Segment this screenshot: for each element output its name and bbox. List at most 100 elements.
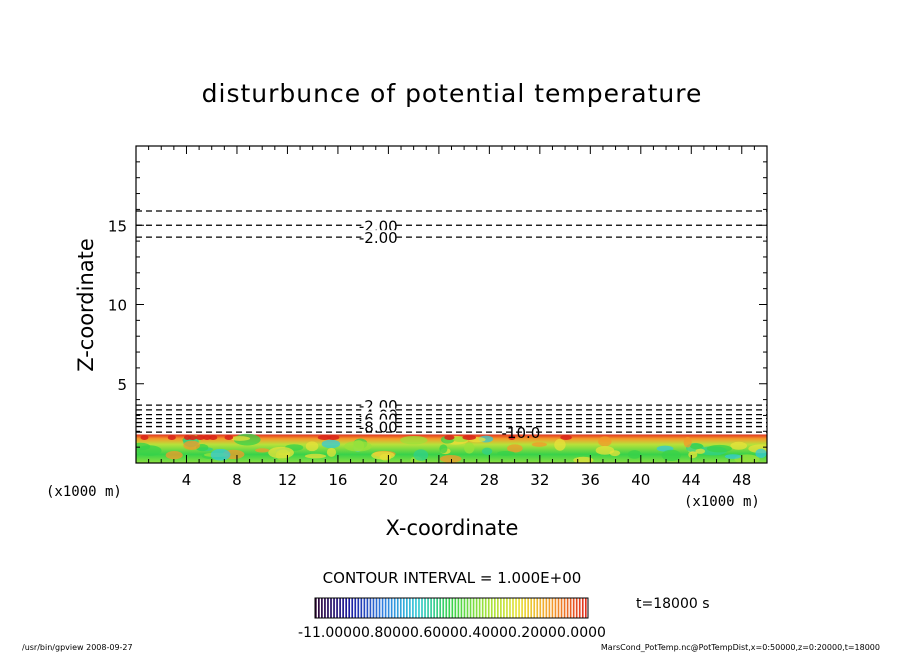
colorbar-swatch [418,598,420,618]
shaded-layer-blob [755,448,767,459]
colorbar-swatch [402,598,405,618]
shaded-layer-red-blob [140,434,149,440]
contour-interval-label: CONTOUR INTERVAL = 1.000E+00 [323,569,582,587]
shaded-layer-blob [554,438,566,451]
colorbar-swatch [584,598,587,618]
colorbar-swatch [342,598,344,618]
x-tick-label: 48 [732,471,751,489]
colorbar-swatch [387,598,390,618]
shaded-layer-blob [627,450,642,459]
shaded-layer-blob [573,456,594,463]
shaded-layer-blob [595,445,615,455]
colorbar-swatch [530,598,533,618]
colorbar-swatch [390,598,393,618]
colorbar-swatch [318,598,320,618]
shaded-layer-red-blob [508,434,516,440]
shaded-layer-red-blob [224,434,234,440]
colorbar-swatch [427,598,429,618]
shaded-layer-blob [255,448,270,453]
colorbar-swatch [351,598,354,618]
colorbar-swatch [466,598,469,618]
colorbar-swatch [345,598,348,618]
shaded-layer-blob [344,441,372,452]
colorbar-swatch [500,598,502,618]
colorbar-swatch [348,598,351,618]
colorbar-swatch [412,598,414,618]
shaded-layer-blob [598,436,612,447]
contour-label-bg [361,230,396,244]
x-tick-label: 40 [631,471,650,489]
colorbar-swatch [481,598,484,618]
shaded-layer-blob [706,444,733,453]
x-tick-label: 12 [278,471,297,489]
axis-ticks [135,145,768,464]
x-tick-label: 4 [182,471,192,489]
colorbar-swatch [527,598,530,618]
colorbar-swatch [445,598,448,618]
x-tick-label: 16 [328,471,347,489]
colorbar-swatch [454,598,457,618]
colorbar-swatch [430,598,432,618]
colorbar-swatch [339,598,341,618]
colorbar-frame [314,597,589,619]
x-tick-label: 44 [682,471,701,489]
footer-left: /usr/bin/gpview 2008-09-27 [22,643,133,652]
x-tick-label: 8 [232,471,242,489]
shaded-layer-red-blob [326,434,340,440]
shaded-layer-blob [165,450,183,460]
colorbar-swatch [563,598,566,618]
chart-title: disturbunce of potential temperature [202,79,703,108]
shaded-layer-red-blob [183,434,192,440]
colorbar-swatch [433,598,435,618]
colorbar-swatch [497,598,499,618]
shaded-layer-blob [695,448,706,454]
colorbar-swatch [569,598,572,618]
y-axis-label: Z-coordinate [74,238,98,372]
colorbar-swatch [560,598,563,618]
shaded-layer-blob [690,443,704,450]
colorbar-swatch [381,598,384,618]
shaded-layer-blob [136,445,162,456]
colorbar-swatch [545,598,548,618]
shaded-layer-red-blob [167,434,176,440]
plot-frame [135,145,768,464]
shaded-layer-red-blob [195,434,205,440]
shaded-layer-red-blob [208,434,218,440]
colorbar-swatch [369,598,372,618]
colorbar-swatch [439,598,442,618]
colorbar-swatch [515,598,517,618]
colorbar-swatch [366,598,369,618]
colorbar-swatch [524,598,526,618]
colorbar-swatch [478,598,481,618]
colorbar-swatch [539,598,542,618]
colorbar-swatch [421,598,423,618]
shaded-layer-red-blob [462,434,476,440]
colorbar-swatch [512,598,514,618]
x-tick-label: 36 [581,471,600,489]
contour-label: -2.00 [359,229,398,247]
colorbar [315,598,587,618]
x-tick-label: 20 [379,471,398,489]
colorbar-swatch [557,598,560,618]
colorbar-swatch [484,598,487,618]
shaded-layer-blob [439,455,462,463]
colorbar-swatch [460,598,463,618]
shaded-layer-blob [326,447,337,457]
colorbar-swatch [396,598,399,618]
shaded-layer-blob [321,439,341,449]
x-unit-note-left: (x1000 m) [46,484,122,500]
shaded-layer-blob [304,453,327,459]
contour-label-bg [361,218,396,232]
colorbar-swatch [509,598,511,618]
colorbar-swatch [554,598,557,618]
shaded-layer-blob [268,446,294,459]
colorbar-swatch [415,598,417,618]
footer-right: MarsCond_PotTemp.nc@PotTempDist,x=0:5000… [601,643,880,652]
y-tick-label: 5 [117,376,127,394]
x-tick-label: 32 [530,471,549,489]
x-axis-label: X-coordinate [386,516,519,540]
colorbar-swatch [506,598,508,618]
colorbar-swatch [533,598,536,618]
colorbar-swatch [406,598,408,618]
